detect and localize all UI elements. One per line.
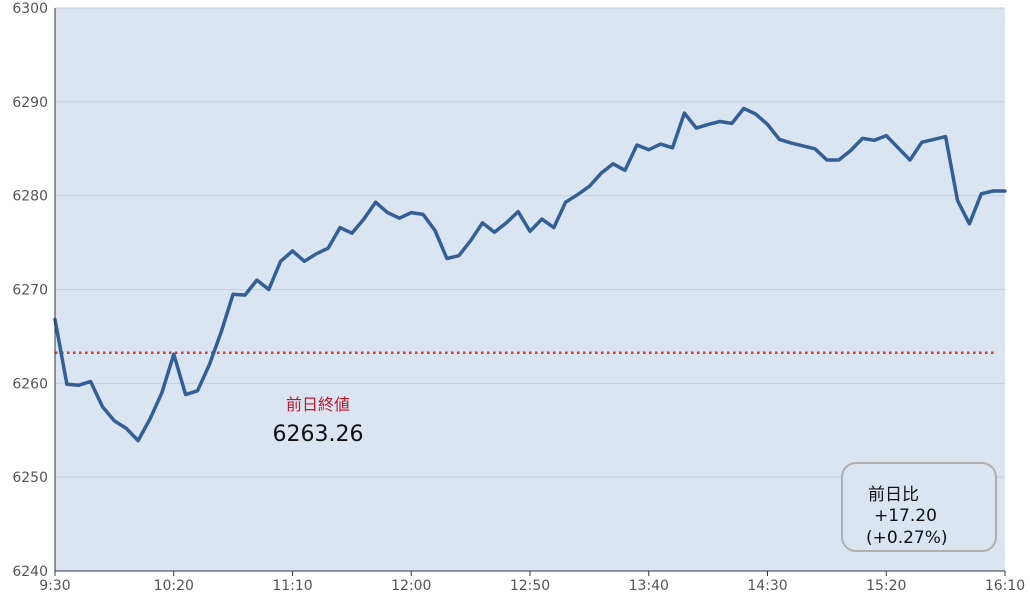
change-box-label: 前日比 <box>868 485 919 505</box>
x-tick-label: 15:20 <box>866 578 906 594</box>
x-tick-label: 9:30 <box>39 578 70 594</box>
series-group <box>53 106 1007 443</box>
change-box-frame <box>841 462 997 552</box>
x-tick-label: 10:20 <box>154 578 194 594</box>
previous-close-value: 6263.26 <box>273 422 364 447</box>
y-tick-label: 6290 <box>12 95 48 111</box>
y-tick-label: 6260 <box>12 376 48 392</box>
x-tick-label: 12:00 <box>391 578 431 594</box>
price-line <box>53 106 1007 443</box>
grid-lines <box>55 7 1005 478</box>
y-tick-label: 6300 <box>12 1 48 17</box>
x-tick-label: 11:10 <box>272 578 312 594</box>
change-box-change: +17.20 <box>874 506 937 526</box>
y-tick-label: 6280 <box>12 189 48 205</box>
previous-close-label: 前日終値 <box>286 395 350 414</box>
change-box-percent: (+0.27%) <box>866 528 948 548</box>
y-tick-label: 6270 <box>12 283 48 299</box>
x-tick-label: 16:10 <box>985 578 1025 594</box>
x-tick-label: 14:30 <box>747 578 787 594</box>
x-tick-label: 12:50 <box>510 578 550 594</box>
change-box: 前日比 +17.20 (+0.27%) <box>841 462 997 552</box>
x-tick-labels: 9:30 10:20 11:10 12:00 12:50 13:40 14:30 15:20 1… <box>39 571 1025 594</box>
y-tick-label: 6250 <box>12 470 48 486</box>
y-tick-label: 6240 <box>12 564 48 580</box>
x-tick-label: 13:40 <box>629 578 669 594</box>
y-tick-labels: 6240 6250 6260 6270 6280 6290 6300 <box>12 1 48 580</box>
